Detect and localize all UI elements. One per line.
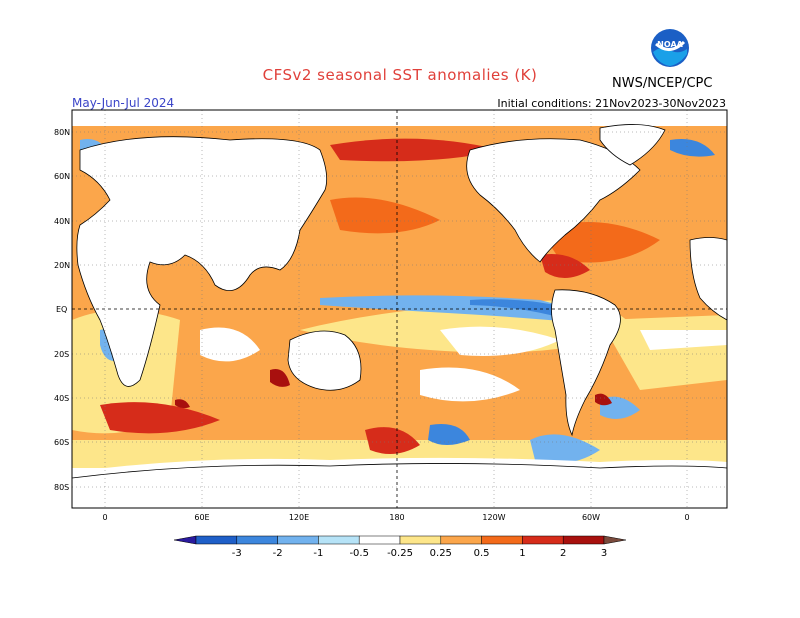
colorbar-segment: [440, 535, 482, 545]
lat-label: 40S: [54, 394, 69, 403]
polar-region: [72, 110, 727, 126]
lon-label: 60E: [194, 513, 209, 522]
colorbar-label: -2: [273, 548, 283, 559]
lat-label: 20S: [54, 350, 69, 359]
lon-label: 120E: [289, 513, 309, 522]
cool-anomaly-region: [428, 424, 470, 445]
lat-label: 40N: [54, 217, 70, 226]
colorbar-arrow-high: [603, 535, 627, 545]
landmass: [72, 463, 727, 508]
land-masses: [72, 124, 727, 508]
hot-anomaly-region: [540, 222, 660, 263]
colorbar-label: 0.25: [430, 548, 452, 559]
initial-conditions: Initial conditions: 21Nov2023-30Nov2023: [497, 97, 726, 110]
colorbar-label: -0.5: [349, 548, 369, 559]
neutral-region: [200, 327, 260, 362]
landmass: [599, 124, 666, 166]
colorbar-label: 3: [601, 548, 607, 559]
forecast-period: May-Jun-Jul 2024: [72, 96, 175, 110]
colorbar-label: -1: [313, 548, 323, 559]
cool-anomaly-region: [670, 139, 715, 157]
colorbar-segment: [358, 535, 401, 545]
lon-label: 0: [684, 513, 689, 522]
landmass: [466, 138, 641, 263]
colorbar-label: 2: [560, 548, 566, 559]
lon-label: 60W: [582, 513, 600, 522]
hot-anomaly-region: [595, 393, 612, 406]
hot-anomaly-region: [100, 402, 220, 434]
lon-label: 180: [389, 513, 404, 522]
lat-label: EQ: [56, 305, 67, 314]
hot-anomaly-region: [365, 427, 420, 454]
colorbar-label: 0.5: [474, 548, 490, 559]
hot-anomaly-region: [330, 138, 500, 162]
colorbar-segment: [481, 535, 523, 545]
neutral-region: [440, 326, 560, 356]
hot-anomaly-region: [540, 254, 590, 279]
noaa-logo: NOAA: [651, 29, 689, 67]
agency-label: NWS/NCEP/CPC: [612, 76, 713, 91]
longitude-labels: 0 60E 120E 180 120W 60W 0: [102, 513, 689, 522]
colorbar-segment: [562, 535, 605, 545]
colorbar-segment: [277, 535, 319, 545]
latitude-labels: 80N 60N 40N 20N EQ 20S 40S 60S 80S: [54, 128, 70, 492]
colorbar-segment: [195, 535, 238, 545]
hot-anomaly-region: [270, 369, 290, 387]
colorbar-label: -0.25: [387, 548, 413, 559]
neutral-region: [640, 330, 727, 350]
lat-label: 20N: [54, 261, 70, 270]
colorbar-segment: [236, 535, 278, 545]
colorbar: -3 -2 -1 -0.5 -0.25 0.25 0.5 1 2 3: [173, 535, 627, 559]
chart-title: CFSv2 seasonal SST anomalies (K): [262, 66, 538, 84]
colorbar-segment: [399, 535, 442, 545]
neutral-region: [420, 367, 520, 402]
colorbar-arrow-low: [173, 535, 197, 545]
colorbar-label: 1: [519, 548, 525, 559]
landmass: [689, 237, 727, 321]
colorbar-label: -3: [232, 548, 242, 559]
anomaly-field: [72, 110, 727, 508]
landmass: [551, 289, 621, 437]
hot-anomaly-region: [175, 399, 190, 409]
logo-text: NOAA: [657, 40, 683, 49]
lat-label: 80S: [54, 483, 69, 492]
cool-anomaly-region: [530, 434, 600, 464]
lat-label: 80N: [54, 128, 70, 137]
colorbar-segment: [318, 535, 360, 545]
lon-label: 0: [102, 513, 107, 522]
landmass: [287, 330, 362, 391]
landmass: [76, 136, 328, 387]
lat-label: 60N: [54, 172, 70, 181]
hot-anomaly-region: [330, 197, 440, 234]
map-frame: [71, 109, 728, 509]
colorbar-segment: [522, 535, 564, 545]
lat-label: 60S: [54, 438, 69, 447]
lon-label: 120W: [482, 513, 505, 522]
